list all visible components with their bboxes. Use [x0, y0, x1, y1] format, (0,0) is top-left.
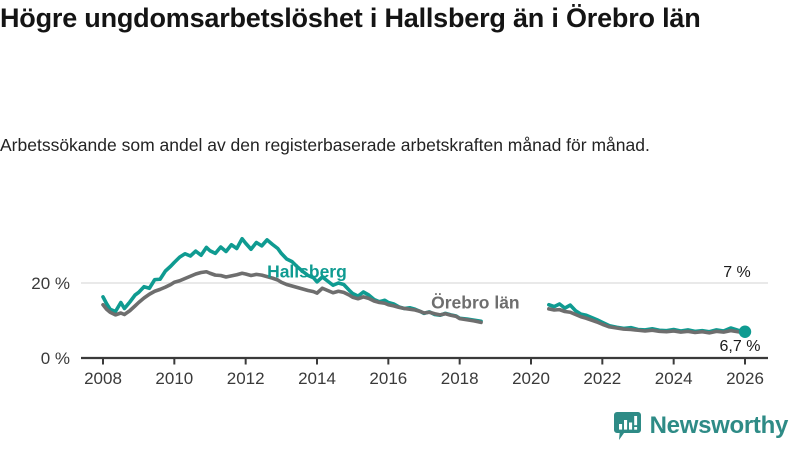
- y-tick-label: 20 %: [31, 274, 70, 293]
- end-label-orebro-lan: 6,7 %: [720, 338, 761, 355]
- x-tick-label: 2014: [298, 369, 336, 388]
- x-tick-label: 2026: [726, 369, 764, 388]
- end-label-hallsberg: 7 %: [723, 264, 751, 281]
- brand-name: Newsworthy: [649, 412, 789, 439]
- chart-subtitle: Arbetssökande som andel av den registerb…: [0, 135, 650, 155]
- x-tick-label: 2008: [84, 369, 122, 388]
- newsworthy-brand[interactable]: Newsworthy: [613, 411, 789, 441]
- line-chart: 2008 2010 2012 2014 2016 2018 2020 2022 2024 2026…: [31, 236, 768, 388]
- x-tick-label: 2024: [655, 369, 693, 388]
- y-tick-label: 0 %: [41, 349, 70, 368]
- chart-area: 2008 2010 2012 2014 2016 2018 2020 2022 2024 2026…: [0, 215, 800, 400]
- x-tick-label: 2022: [583, 369, 621, 388]
- series-line-hallsberg: [101, 236, 747, 334]
- newsworthy-bubble-chart-icon: [613, 412, 641, 440]
- series-line-orebro-lan: [101, 269, 747, 335]
- x-tick-label: 2020: [512, 369, 550, 388]
- page-title: Högre ungdomsarbetslöshet i Hallsberg än…: [0, 3, 701, 33]
- chart-footer: Newsworthy: [0, 405, 800, 450]
- series-label-orebro-lan: Örebro län: [431, 293, 519, 313]
- series-end-marker: [738, 325, 752, 338]
- x-tick-label: 2012: [227, 369, 265, 388]
- series-label-hallsberg: Hallsberg: [267, 261, 347, 281]
- x-tick-label: 2018: [441, 369, 479, 388]
- x-tick-label: 2016: [369, 369, 407, 388]
- x-tick-label: 2010: [155, 369, 193, 388]
